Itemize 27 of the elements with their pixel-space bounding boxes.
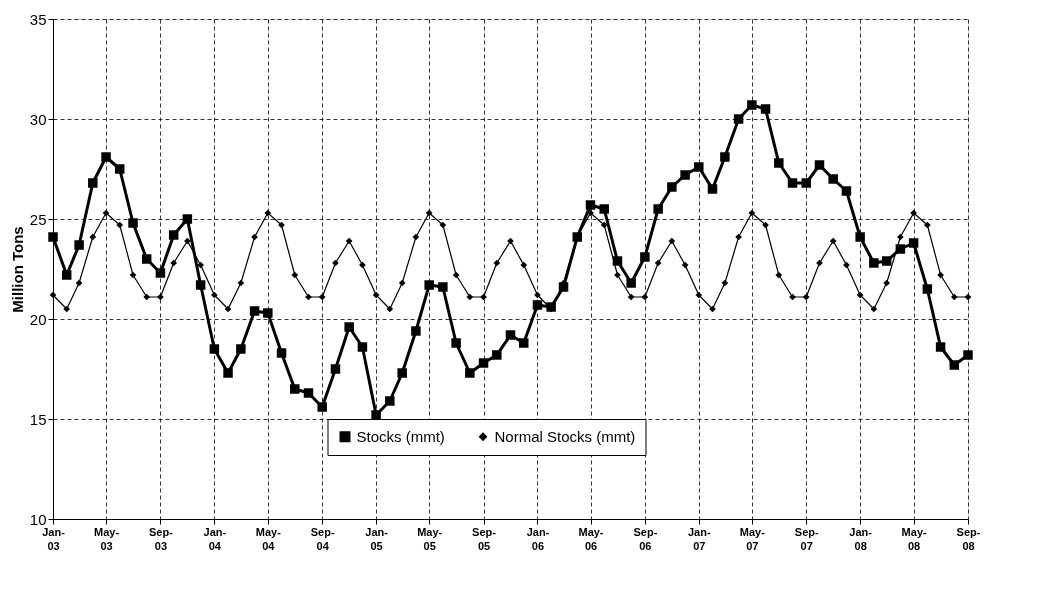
x-tick-label: Sep-06 xyxy=(633,525,658,552)
x-tick-label: May-06 xyxy=(578,525,604,552)
x-tick-label: Sep-08 xyxy=(956,525,981,552)
legend-label: Normal Stocks (mmt) xyxy=(494,427,636,445)
x-tick-label: Sep-04 xyxy=(310,525,335,552)
x-tick-label: Jan-05 xyxy=(365,525,389,552)
y-tick-label: 35 xyxy=(29,10,47,28)
y-tick-label: 30 xyxy=(29,110,47,128)
x-tick-label: Sep-05 xyxy=(472,525,497,552)
x-tick-label: May-04 xyxy=(255,525,282,552)
y-tick-label: 20 xyxy=(29,310,47,328)
x-tick-label: May-03 xyxy=(94,525,120,552)
legend-label: Stocks (mmt) xyxy=(356,427,445,445)
x-tick-label: May-07 xyxy=(739,525,766,552)
x-tick-label: Jan-06 xyxy=(526,525,550,552)
x-tick-label: Sep-07 xyxy=(794,525,819,552)
x-tick-label: May-05 xyxy=(417,525,443,552)
x-tick-label: Sep-03 xyxy=(148,525,174,552)
x-tick-label: Jan-08 xyxy=(849,525,873,552)
x-tick-label: Jan-07 xyxy=(687,525,711,552)
x-tick-label: May-08 xyxy=(901,525,927,552)
x-tick-label: Jan-04 xyxy=(203,525,227,552)
y-tick-label: 10 xyxy=(29,510,47,528)
y-axis-title: Million Tons xyxy=(8,226,26,313)
y-tick-label: 15 xyxy=(29,410,47,428)
y-tick-label: 25 xyxy=(29,210,47,228)
x-tick-label: Jan-03 xyxy=(42,525,66,552)
